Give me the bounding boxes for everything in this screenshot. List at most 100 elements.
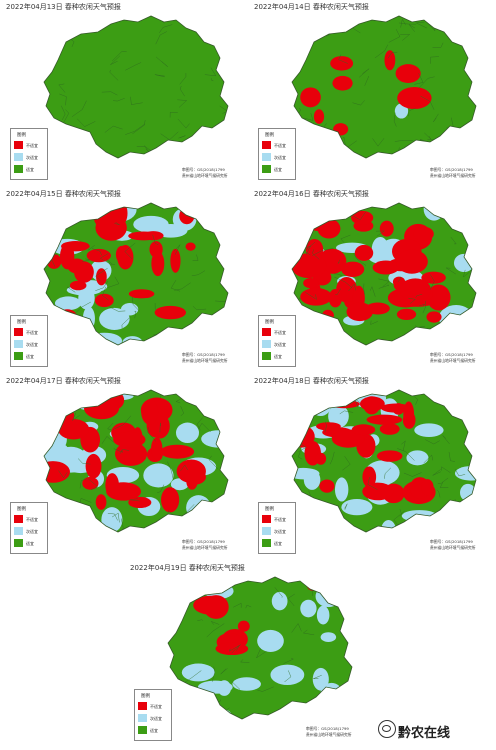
unsuitable-patch [114,441,148,466]
legend-item-suitable: 适宜 [14,539,46,548]
county-border [397,448,415,461]
county-border [189,694,193,712]
unsuitable-patch [185,242,196,251]
county-border [363,283,365,295]
county-border [400,18,406,28]
unsuitable-patch [333,123,349,136]
panel-title: 2022年04月14日 春种农闲天气预报 [254,3,369,11]
unsuitable-patch [354,244,374,261]
approval-number: 审图号：GS(2018)1799 [430,539,473,544]
sub-suitable-patch [232,677,261,691]
legend: 图例 不适宜 次适宜 适宜 [10,128,48,180]
province-area [292,16,476,158]
legend-item-unsuitable: 不适宜 [262,515,294,524]
province-border [291,202,477,346]
legend-item-unsuitable: 不适宜 [14,141,46,150]
unsuitable-patch [106,482,142,501]
legend: 图例 不适宜 次适宜 适宜 [258,315,296,367]
county-border [162,336,168,339]
unsuitable-patch [380,403,411,413]
county-border [157,484,165,493]
county-border [107,513,118,521]
approval-number: 审图号：GS(2018)1799 [182,167,225,172]
guizhou-map [291,15,477,159]
unsuitable-patch [316,422,341,431]
county-border [370,286,376,297]
sub-suitable-patch [101,507,123,532]
approval-number: 审图号：GS(2018)1799 [182,352,225,357]
county-border [88,478,98,490]
county-border [433,113,439,123]
unsuitable-patch [128,289,155,299]
map-footer: 审图号：GS(2018)1799 贵州省山地环境气候研究所 [430,539,476,551]
county-border [52,209,63,215]
county-border [418,303,425,307]
county-border [256,648,267,659]
unsuitable-patch [86,248,111,263]
unsuitable-patch [351,210,374,225]
county-border [374,44,389,59]
county-border [211,705,220,716]
county-border [283,657,294,664]
county-border [303,22,310,33]
unsuitable-patch [58,203,76,224]
county-border [214,315,228,331]
county-border [95,280,109,291]
county-border [196,417,203,431]
county-border [192,305,207,311]
legend-item-sub-suitable: 次适宜 [14,527,46,536]
county-border [278,707,291,719]
county-border [430,274,435,290]
county-border [152,234,159,245]
map-footer: 审图号：GS(2018)1799 贵州省山地环境气候研究所 [182,167,228,179]
legend-item-unsuitable: 不适宜 [262,141,294,150]
unsuitable-patch [393,280,410,292]
county-border [154,74,165,78]
unsuitable-patch [379,220,394,237]
county-border [470,293,476,301]
county-border [179,73,187,85]
unsuitable-patch [113,431,146,448]
county-border [334,273,343,276]
county-border [291,623,302,633]
county-border [229,644,241,652]
county-border [58,83,66,93]
county-border [372,138,385,147]
county-border [447,503,456,508]
county-border [77,118,96,127]
county-border [353,253,367,266]
sub-suitable-patch [44,440,70,465]
unsuitable-patch [319,479,335,493]
unsuitable-patch [426,284,451,311]
county-border [469,233,475,247]
county-border [422,300,426,314]
sub-suitable-patch [444,16,471,36]
county-border [102,286,109,301]
unsuitable-patch [421,479,434,496]
approval-number: 审图号：GS(2018)1799 [182,539,225,544]
unsuitable-patch [315,452,327,465]
unsuitable-patch [426,311,442,323]
unsuitable-patch [413,226,434,241]
county-border [174,709,178,717]
county-border [177,99,188,108]
sub-suitable-patch [270,664,305,686]
guizhou-map [43,202,229,346]
legend-title: 图例 [141,694,150,699]
unsuitable-patch [303,278,319,289]
county-border [77,458,91,465]
county-border [342,137,346,146]
guizhou-map [291,389,477,533]
sub-suitable-patch [133,215,169,233]
county-border [351,211,366,221]
county-border [397,276,401,282]
map-footer: 审图号：GS(2018)1799 贵州省山地环境气候研究所 [430,352,476,364]
unsuitable-patch [128,496,152,509]
county-border [44,242,49,250]
sub-suitable-patch [316,605,330,625]
county-border [113,415,132,430]
unsuitable-patch [46,253,62,269]
agency-name: 贵州省山地环境气候研究所 [182,173,228,178]
sub-suitable-patch [78,286,95,310]
legend-title: 图例 [265,133,274,138]
